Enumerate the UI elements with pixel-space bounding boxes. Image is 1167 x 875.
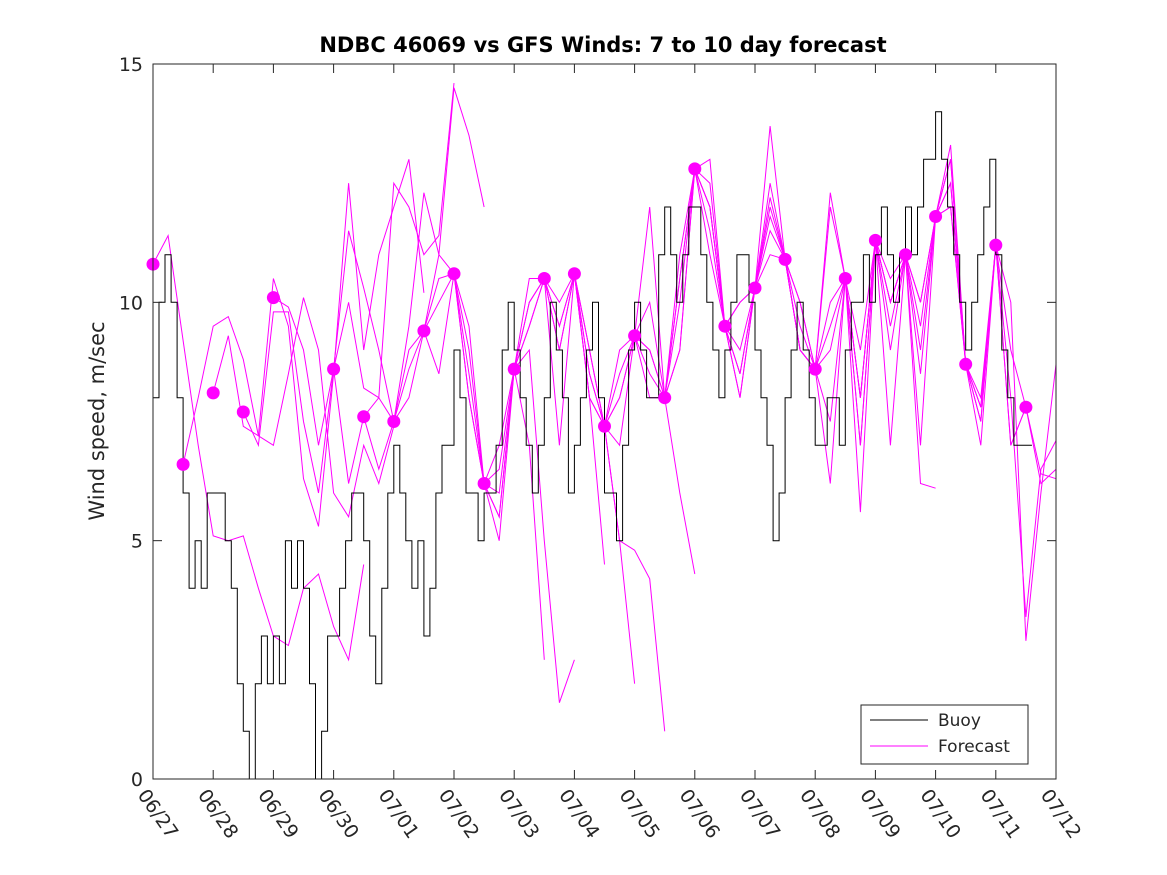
- legend-box: [860, 704, 1029, 765]
- forecast-marker: [868, 233, 882, 247]
- buoy-line: [153, 111, 1032, 780]
- forecast-marker: [929, 210, 943, 223]
- forecast-marker: [628, 329, 642, 343]
- forecast-marker: [567, 267, 581, 281]
- forecast-marker: [959, 357, 973, 371]
- forecast-marker: [206, 386, 220, 400]
- forecast-marker: [507, 362, 521, 376]
- forecast-line: [754, 159, 967, 446]
- y-tick-label: 5: [131, 531, 143, 553]
- forecast-line: [212, 159, 425, 527]
- forecast-marker: [778, 252, 792, 266]
- forecast-marker: [477, 477, 491, 490]
- forecast-markers: [146, 162, 1033, 490]
- y-tick-label: 10: [119, 292, 143, 314]
- forecast-marker: [387, 415, 401, 428]
- forecast-marker: [899, 248, 912, 262]
- forecast-marker: [808, 362, 822, 376]
- y-axis-label: Wind speed, m/sec: [85, 321, 109, 520]
- legend-label-forecast: Forecast: [938, 737, 1010, 757]
- buoy-series: [153, 111, 1032, 780]
- forecast-line: [844, 144, 1057, 641]
- y-tick-label: 0: [131, 769, 143, 791]
- chart-title: NDBC 46069 vs GFS Winds: 7 to 10 day for…: [319, 33, 886, 57]
- forecast-marker: [236, 405, 250, 419]
- legend: Buoy Forecast: [860, 704, 1029, 765]
- forecast-line: [363, 272, 575, 703]
- forecast-line: [182, 297, 395, 519]
- forecast-marker: [1019, 400, 1033, 414]
- forecast-marker: [718, 319, 732, 333]
- forecast-marker: [989, 238, 1003, 252]
- forecast-marker: [537, 272, 551, 285]
- forecast-line: [724, 229, 936, 489]
- forecast-marker: [357, 410, 371, 424]
- forecast-marker: [598, 419, 611, 433]
- forecast-marker: [176, 457, 190, 471]
- forecast-marker: [838, 272, 852, 285]
- y-tick-label: 15: [119, 54, 143, 76]
- forecast-line: [333, 253, 545, 660]
- plot-frame: [152, 63, 1057, 780]
- forecast-line: [905, 159, 1057, 617]
- forecast-marker: [748, 281, 762, 295]
- forecast-marker: [658, 391, 672, 405]
- forecast-marker: [688, 162, 702, 176]
- forecast-marker: [327, 362, 341, 376]
- legend-label-buoy: Buoy: [938, 711, 981, 731]
- y-axis: 0 5 10 15: [119, 54, 1056, 791]
- forecast-marker: [447, 267, 461, 281]
- forecast-line: [273, 87, 485, 446]
- forecast-line: [152, 234, 365, 662]
- forecast-marker: [417, 324, 431, 338]
- forecast-marker: [266, 291, 280, 305]
